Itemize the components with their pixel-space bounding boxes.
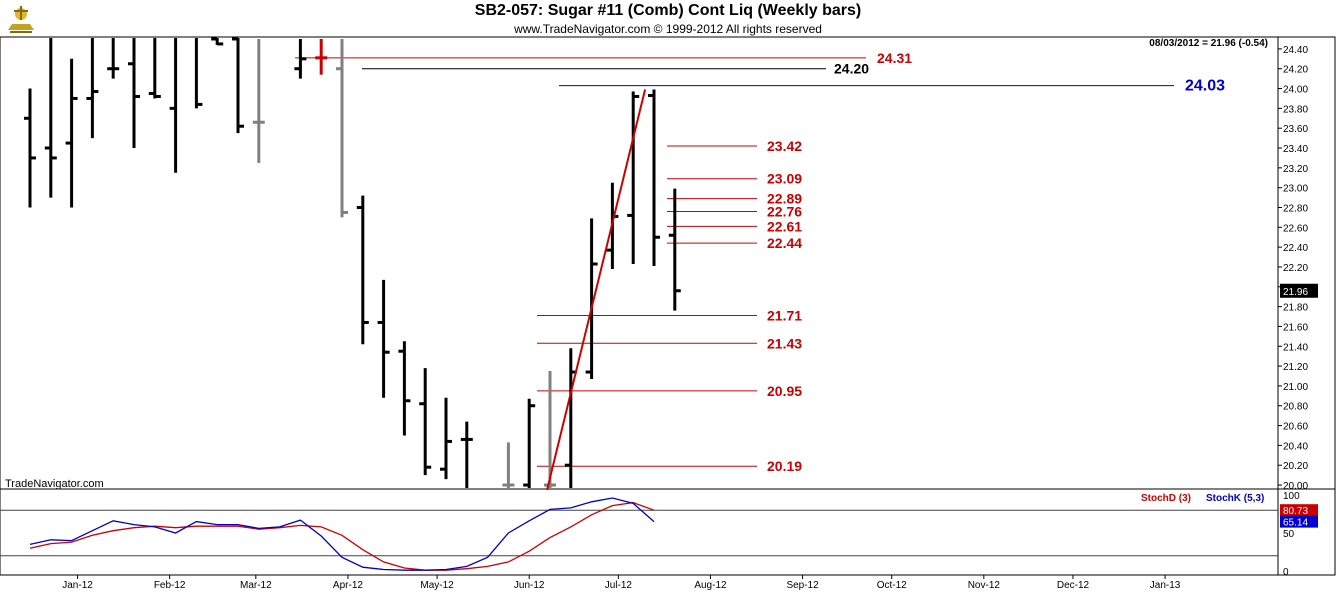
price-levels: 24.31 24.20 24.03 23.42 23.09 22.8922.7622.61… <box>295 50 1225 474</box>
price-tick-label: 23.80 <box>1283 104 1308 115</box>
current-price-label: 21.96 <box>1283 287 1308 298</box>
date-tick-label: Feb-12 <box>154 580 186 591</box>
copyright-text: www.TradeNavigator.com © 1999-2012 All r… <box>514 22 822 36</box>
stochk-legend: StochK (5,3) <box>1206 493 1264 504</box>
watermark-text: TradeNavigator.com <box>5 478 104 490</box>
stoch-tick-label: 100 <box>1283 491 1300 502</box>
date-tick-label: Mar-12 <box>240 580 272 591</box>
price-tick-label: 24.40 <box>1283 45 1308 56</box>
logo-icon <box>8 6 34 33</box>
stoch-series-line <box>29 501 655 571</box>
price-tick-label: 23.40 <box>1283 144 1308 155</box>
date-tick-label: Jul-12 <box>605 580 633 591</box>
level-label: 21.43 <box>767 335 802 351</box>
price-tick-label: 22.60 <box>1283 223 1308 234</box>
stoch-value-box <box>1280 515 1318 528</box>
stoch-tick-label: 0 <box>1283 567 1289 578</box>
price-tick-label: 20.40 <box>1283 441 1308 452</box>
date-tick-label: Jun-12 <box>514 580 545 591</box>
trendline-layer <box>546 89 647 491</box>
date-tick-label: Oct-12 <box>877 580 907 591</box>
price-tick-label: 20.80 <box>1283 402 1308 413</box>
price-axis: 24.40 24.20 24.00 23.80 23.60 23.40 23.20 23.00… <box>1278 45 1318 492</box>
date-tick-label: May-12 <box>420 580 454 591</box>
current-price-box <box>1280 283 1318 298</box>
price-tick-label: 21.60 <box>1283 322 1308 333</box>
price-tick-label: 22.80 <box>1283 203 1308 214</box>
level-label: 22.89 <box>767 191 802 207</box>
stoch-series-line <box>29 497 655 571</box>
price-tick-label: 21.40 <box>1283 342 1308 353</box>
level-label: 22.44 <box>767 235 802 251</box>
date-tick-label: Apr-12 <box>333 580 363 591</box>
price-tick-label: 23.00 <box>1283 184 1308 195</box>
date-tick-label: Aug-12 <box>694 580 727 591</box>
stoch-tick-label: 50 <box>1283 529 1295 540</box>
stoch-value-box <box>1280 504 1318 517</box>
main-panel-frame <box>0 36 1279 490</box>
level-label: 20.95 <box>767 383 802 399</box>
level-label: 22.61 <box>767 218 802 234</box>
level-label: 21.71 <box>767 308 802 324</box>
level-label: 22.76 <box>767 203 802 219</box>
stoch-panel-frame <box>0 488 1279 576</box>
level-label: 24.20 <box>834 61 869 77</box>
stoch-value-label: 80.73 <box>1283 506 1308 517</box>
price-tick-label: 20.00 <box>1283 481 1308 492</box>
price-tick-label: 21.80 <box>1283 303 1308 314</box>
date-tick-label: Jan-12 <box>62 580 93 591</box>
trendline <box>546 89 647 491</box>
price-tick-label: 20.60 <box>1283 422 1308 433</box>
price-tick-label: 24.20 <box>1283 65 1308 76</box>
date-axis: Jan-12 Feb-12 Mar-12 Apr-12 May-12 Jun-12 Jul-… <box>62 575 1181 591</box>
price-tick-label: 23.60 <box>1283 124 1308 135</box>
date-tick-label: Jan-13 <box>1150 580 1181 591</box>
price-tick-label: 22.20 <box>1283 263 1308 274</box>
date-tick-label: Dec-12 <box>1057 580 1090 591</box>
stoch-value-label: 65.14 <box>1283 518 1308 529</box>
level-label: 24.03 <box>1185 78 1225 95</box>
level-label: 23.09 <box>767 171 802 187</box>
level-label: 23.42 <box>767 138 802 154</box>
stoch-axis-frame <box>1277 488 1336 576</box>
price-tick-label: 20.20 <box>1283 461 1308 472</box>
price-tick-label: 22.40 <box>1283 243 1308 254</box>
price-tick-label: 21.00 <box>1283 382 1308 393</box>
price-tick-label: 24.00 <box>1283 85 1308 96</box>
date-tick-label: Sep-12 <box>786 580 819 591</box>
chart-title: SB2-057: Sugar #11 (Comb) Cont Liq (Week… <box>474 2 862 19</box>
ohlc-bars <box>24 37 681 488</box>
price-tick-label: 23.20 <box>1283 164 1308 175</box>
last-quote-text: 08/03/2012 = 21.96 (-0.54) <box>1149 38 1268 49</box>
level-label: 24.31 <box>877 50 912 66</box>
level-label: 20.19 <box>767 458 802 474</box>
price-tick-label: 21.20 <box>1283 362 1308 373</box>
date-tick-label: Nov-12 <box>968 580 1001 591</box>
stochd-legend: StochD (3) <box>1141 493 1191 504</box>
